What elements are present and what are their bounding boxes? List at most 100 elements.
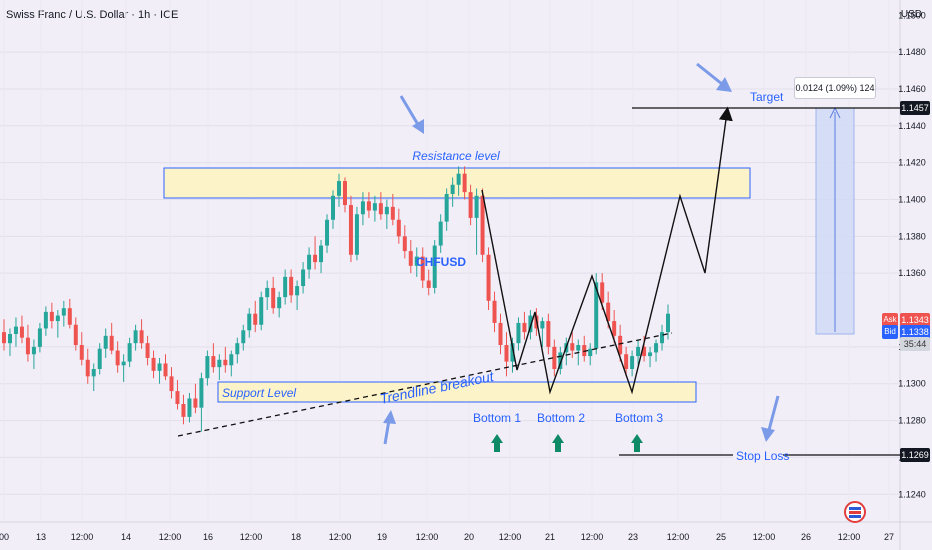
candle-body <box>19 326 24 338</box>
candle <box>169 367 174 399</box>
candle-body <box>229 354 234 366</box>
candle <box>283 269 288 305</box>
candle <box>498 313 503 355</box>
candle-body <box>390 206 395 220</box>
symbol-watermark: CHFUSD <box>416 255 466 269</box>
candle-body <box>528 315 533 333</box>
candle-body <box>624 354 629 369</box>
candle <box>79 332 84 366</box>
x-tick-label: 12:00 <box>71 532 94 542</box>
candle <box>462 166 467 200</box>
y-tick-label: 1.1440 <box>898 121 926 131</box>
candle <box>25 324 30 362</box>
x-tick-label: 25 <box>716 532 726 542</box>
candle-body <box>301 269 306 287</box>
candle <box>636 339 641 366</box>
pattern-zigzag[interactable] <box>481 106 733 395</box>
candle-body <box>474 195 479 218</box>
candle-body <box>319 245 324 263</box>
candle <box>277 291 282 318</box>
candle-body <box>187 398 192 417</box>
candle <box>151 350 156 379</box>
candle <box>91 363 96 392</box>
candle <box>492 291 497 333</box>
x-tick-label: 21 <box>545 532 555 542</box>
candle-body <box>199 378 204 408</box>
y-tick-label: 1.1400 <box>898 194 926 204</box>
candle <box>19 315 24 344</box>
candle <box>229 350 234 377</box>
candle <box>456 166 461 196</box>
candle <box>211 343 216 373</box>
x-tick-label: 12:00 <box>753 532 776 542</box>
candle-body <box>2 332 6 344</box>
bottom-3-label: Bottom 3 <box>615 411 663 425</box>
candle-body <box>139 330 144 344</box>
candle <box>342 177 347 213</box>
candle <box>474 188 479 255</box>
y-tick-label: 1.1420 <box>898 158 926 168</box>
candle-body <box>289 276 294 296</box>
candle <box>438 214 443 253</box>
candle <box>390 193 395 226</box>
candle <box>624 346 629 377</box>
tradingview-logo-icon[interactable] <box>844 501 866 523</box>
candle-body <box>331 195 336 220</box>
candle <box>408 240 413 274</box>
candle-body <box>277 297 282 309</box>
ask-price-label: 1.1343 <box>900 313 930 327</box>
currency-label[interactable]: USD <box>900 9 922 20</box>
candle <box>654 339 659 362</box>
candle <box>259 291 264 331</box>
bottom-1-label: Bottom 1 <box>473 411 521 425</box>
candle <box>354 206 359 261</box>
time-axis: 00 13 12:00 14 12:00 16 12:00 18 12:00 19 12:00 20 1… <box>0 532 894 542</box>
candle <box>223 346 228 373</box>
candle-body <box>25 337 30 355</box>
candle-body <box>618 335 623 355</box>
x-tick-label: 12:00 <box>667 532 690 542</box>
candle-body <box>61 308 66 316</box>
y-tick-label: 1.1480 <box>898 47 926 57</box>
support-zone[interactable] <box>217 381 697 403</box>
x-tick-label: 13 <box>36 532 46 542</box>
y-tick-label: 1.1280 <box>898 416 926 426</box>
candle-body <box>109 335 114 351</box>
candle <box>205 350 210 386</box>
target-arrow-icon <box>696 62 732 92</box>
candle <box>175 380 180 410</box>
candle-body <box>336 181 341 196</box>
candle <box>199 372 204 432</box>
candle-body <box>540 321 545 329</box>
candle-body <box>13 326 18 334</box>
candle <box>331 190 336 229</box>
candle-body <box>265 287 270 298</box>
bottom-1-up-arrow-icon <box>491 434 503 452</box>
candle <box>402 225 407 259</box>
candle-body <box>169 376 174 392</box>
candle-body <box>552 346 557 369</box>
y-tick-label: 1.1240 <box>898 489 926 499</box>
candle-body <box>295 286 300 296</box>
x-tick-label: 20 <box>464 532 474 542</box>
candle-body <box>151 357 156 371</box>
candle <box>31 339 36 369</box>
candle <box>546 313 551 355</box>
trendline[interactable] <box>177 332 673 437</box>
candle <box>396 208 401 244</box>
x-tick-label: 12:00 <box>499 532 522 542</box>
candle-body <box>402 236 407 252</box>
candle <box>253 300 258 333</box>
candle <box>139 319 144 349</box>
candle-body <box>7 333 12 344</box>
candle-body <box>145 343 150 358</box>
candle-body <box>498 322 503 346</box>
candle <box>307 247 312 279</box>
candle <box>37 322 42 353</box>
target-label: Target <box>750 90 784 104</box>
candle <box>414 247 419 277</box>
candle-body <box>480 195 485 255</box>
candle-body <box>271 287 276 309</box>
candle <box>558 346 563 375</box>
